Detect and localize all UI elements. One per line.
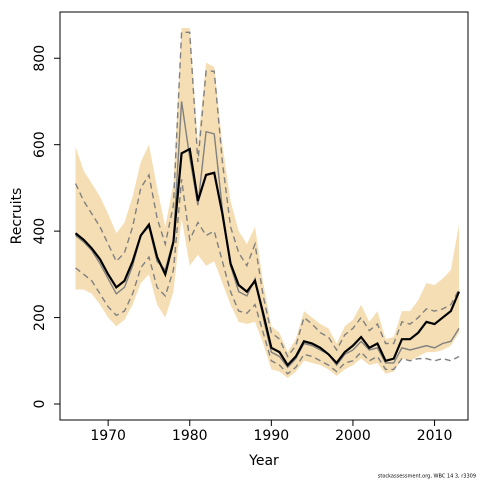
x-axis-label: Year [248, 453, 279, 469]
y-tick-label: 800 [32, 45, 48, 72]
series-line [74, 147, 461, 367]
y-axis-label: Recruits [9, 188, 25, 245]
x-tick-label: 2010 [417, 428, 453, 444]
plot-frame [59, 11, 469, 421]
y-tick-label: 0 [32, 400, 48, 409]
series-line [74, 31, 460, 358]
y-tick-label: 200 [32, 304, 48, 331]
y-tick-label: 600 [32, 131, 48, 158]
footnote: stockassessment.org, WBC 14 3, r3309 [378, 474, 476, 480]
x-tick-label: 2000 [335, 428, 371, 444]
y-tick-label: 400 [32, 218, 48, 245]
x-tick-label: 1980 [172, 428, 208, 444]
x-tick-label: 1990 [254, 428, 290, 444]
x-tick-label: 1970 [90, 428, 126, 444]
confidence-band [75, 27, 460, 379]
series-line [75, 179, 460, 375]
